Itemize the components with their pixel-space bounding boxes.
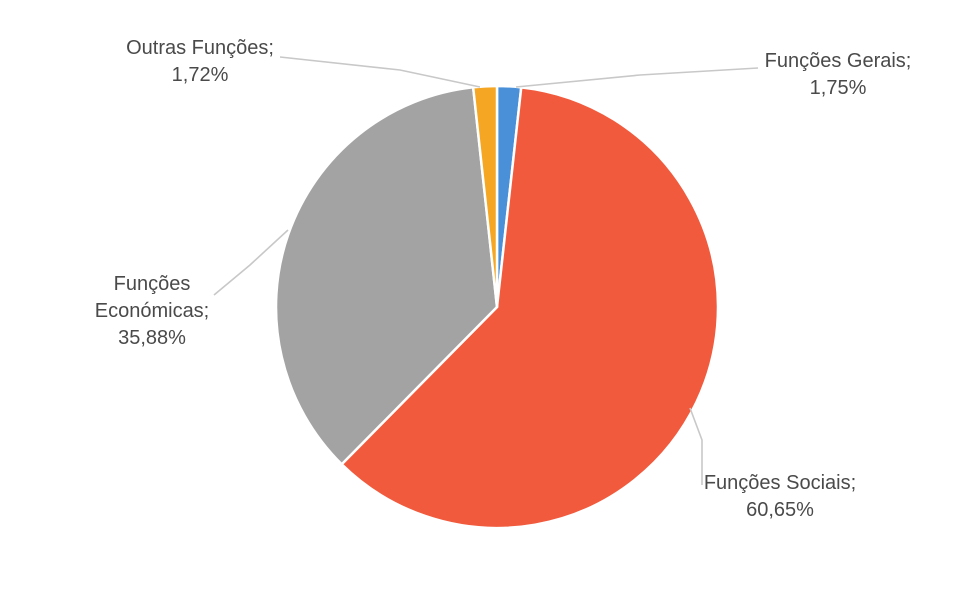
- data-label-line: Funções Gerais;: [765, 50, 912, 72]
- data-label-line: 60,65%: [746, 499, 814, 521]
- data-label-outras-funcoes: Outras Funções; 1,72%: [126, 37, 274, 86]
- data-label-line: Funções: [114, 273, 191, 295]
- data-label-line: Funções Sociais;: [704, 472, 856, 494]
- leader-line-funcoes-gerais: [515, 67, 759, 88]
- pie-slices: [274, 84, 720, 530]
- data-label-line: 1,75%: [810, 77, 867, 99]
- slice-funcoes-economicas: [274, 85, 499, 467]
- data-label-funcoes-economicas: Funções Económicas; 35,88%: [95, 273, 210, 349]
- slice-funcoes-sociais: [339, 85, 720, 530]
- data-label-line: Outras Funções;: [126, 37, 274, 59]
- data-label-line: 1,72%: [172, 64, 229, 86]
- leader-line-outras-funcoes: [279, 56, 481, 88]
- leader-line-funcoes-economicas: [213, 229, 289, 296]
- data-label-line: 35,88%: [118, 327, 186, 349]
- data-label-funcoes-gerais: Funções Gerais; 1,75%: [765, 50, 912, 99]
- leader-line-funcoes-sociais: [689, 407, 703, 485]
- data-label-line: Económicas;: [95, 300, 210, 322]
- leader-lines: [213, 56, 759, 485]
- data-label-funcoes-sociais: Funções Sociais; 60,65%: [704, 472, 856, 521]
- data-labels: Funções Gerais; 1,75% Funções Sociais; 60,6…: [95, 37, 912, 521]
- slice-outras-funcoes: [471, 84, 499, 308]
